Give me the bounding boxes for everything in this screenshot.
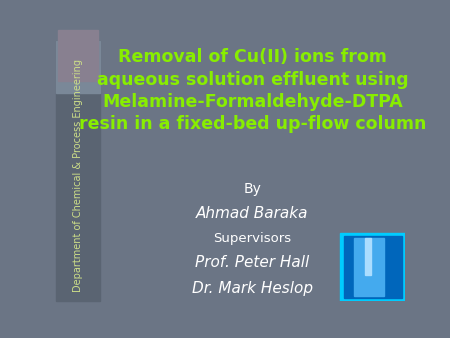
Bar <box>355 238 384 296</box>
Text: By: By <box>243 183 261 196</box>
Text: Ahmad Baraka: Ahmad Baraka <box>196 206 309 221</box>
Text: Prof. Peter Hall: Prof. Peter Hall <box>195 255 310 270</box>
Bar <box>341 233 405 301</box>
Text: Department of Chemical & Process Engineering: Department of Chemical & Process Enginee… <box>73 59 83 292</box>
Bar <box>344 236 401 298</box>
Bar <box>365 238 371 275</box>
Text: Supervisors: Supervisors <box>213 232 292 245</box>
Bar <box>58 30 98 81</box>
Text: Removal of Cu(II) ions from
aqueous solution effluent using
Melamine-Formaldehyd: Removal of Cu(II) ions from aqueous solu… <box>79 48 426 133</box>
Bar <box>56 41 100 301</box>
Text: Dr. Mark Heslop: Dr. Mark Heslop <box>192 281 313 296</box>
Bar <box>56 41 100 93</box>
